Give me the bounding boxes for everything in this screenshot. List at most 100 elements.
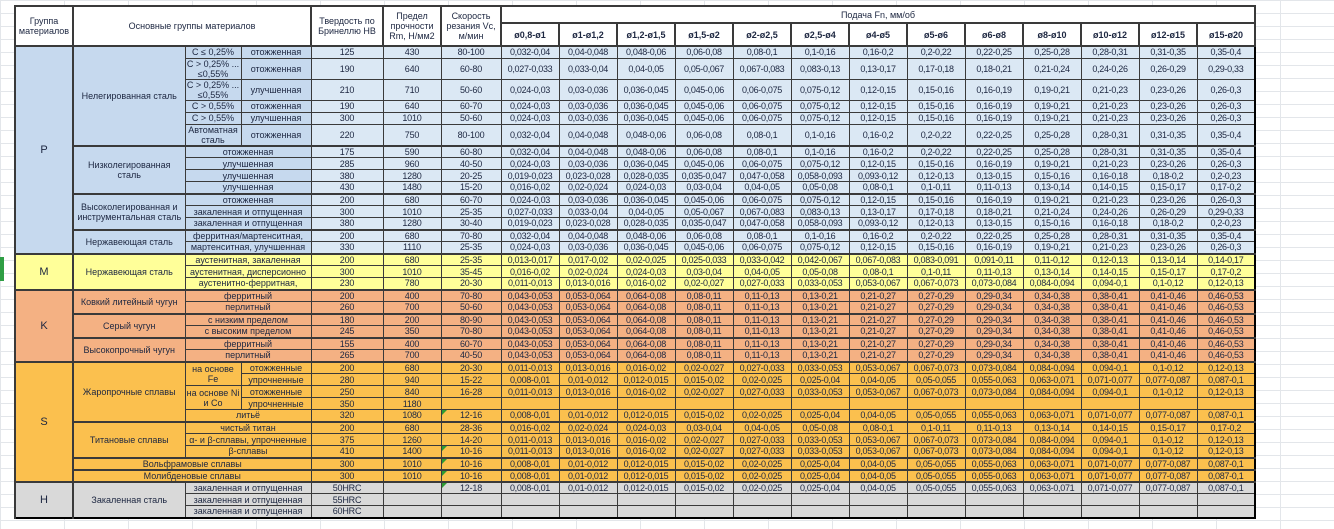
feed-cell[interactable] [964,493,1024,506]
feed-cell[interactable]: 0,043-0,053 [500,349,560,362]
feed-cell[interactable]: 0,03-0,036 [558,241,618,254]
feed-cell[interactable] [1080,505,1140,518]
strength-cell[interactable]: 1400 [382,445,442,458]
feed-cell[interactable]: 0,04-0,048 [558,228,618,242]
feed-cell[interactable]: 0,12-0,15 [848,111,908,125]
feed-cell[interactable]: 0,075-0,12 [790,241,850,254]
feed-cell[interactable] [558,493,618,506]
speed-cell[interactable]: 25-35 [440,205,502,218]
feed-cell[interactable]: 0,033-0,053 [790,385,850,398]
feed-cell[interactable]: 0,025-0,033 [674,252,734,266]
feed-cell[interactable]: 0,03-0,036 [558,157,618,170]
feed-cell[interactable]: 0,012-0,015 [616,456,676,470]
feed-cell[interactable]: 0,1-0,11 [906,181,966,194]
feed-cell[interactable]: 0,19-0,21 [1022,99,1082,113]
speed-cell[interactable]: 80-100 [440,123,502,146]
feed-cell[interactable]: 0,23-0,26 [1138,192,1198,206]
speed-cell[interactable] [440,505,502,518]
feed-cell[interactable]: 0,06-0,08 [674,45,734,59]
material-label-cell[interactable]: с низким пределом [184,312,312,326]
material-label-cell[interactable]: ферритная/мартенситная, [184,228,312,242]
feed-cell[interactable]: 0,22-0,25 [964,144,1024,158]
feed-cell[interactable]: 0,12-0,13 [1196,277,1256,290]
hardness-cell[interactable]: 350 [310,397,384,410]
feed-cell[interactable]: 0,16-0,19 [964,99,1024,113]
feed-cell[interactable]: 0,035-0,047 [674,217,734,230]
material-label-cell[interactable]: мартенситная, улучшенная [184,241,312,254]
feed-cell[interactable]: 0,094-0,1 [1080,445,1140,458]
feed-cell[interactable] [790,397,850,410]
material-label-cell[interactable]: Жаропрочные сплавы [72,360,186,422]
feed-cell[interactable]: 0,094-0,1 [1080,277,1140,290]
feed-cell[interactable]: 0,21-0,27 [848,301,908,314]
strength-cell[interactable]: 680 [382,360,442,374]
material-label-cell[interactable]: Вольфрамовые сплавы [72,456,312,470]
strength-cell[interactable]: 710 [382,78,442,101]
feed-cell[interactable]: 0,35-0,4 [1196,228,1256,242]
header-main-groups[interactable]: Основные группы материалов [72,5,312,47]
feed-cell[interactable]: 0,077-0,087 [1138,468,1198,482]
feed-cell[interactable]: 0,13-0,17 [848,205,908,218]
feed-cell[interactable]: 0,35-0,4 [1196,144,1256,158]
feed-cell[interactable]: 0,04-0,05 [616,205,676,218]
feed-cell[interactable]: 0,045-0,06 [674,111,734,125]
feed-cell[interactable]: 0,1-0,11 [906,420,966,434]
feed-cell[interactable]: 0,045-0,06 [674,78,734,101]
feed-cell[interactable]: 0,083-0,13 [790,205,850,218]
feed-cell[interactable]: 0,033-0,04 [558,57,618,80]
feed-cell[interactable] [1196,505,1256,518]
feed-cell[interactable]: 0,2-0,22 [906,45,966,59]
feed-cell[interactable]: 0,21-0,24 [1022,57,1082,80]
material-label-cell[interactable]: улучшенная [184,169,312,182]
feed-cell[interactable]: 0,027-0,033 [732,433,792,446]
header-diameter[interactable]: ø15-ø20 [1196,22,1256,47]
material-label-cell[interactable]: Молибденовые сплавы [72,468,312,482]
feed-cell[interactable]: 0,024-0,03 [500,78,560,101]
feed-cell[interactable]: 0,071-0,077 [1080,373,1140,386]
feed-cell[interactable]: 0,04-0,05 [848,373,908,386]
feed-cell[interactable]: 0,04-0,048 [558,45,618,59]
feed-cell[interactable]: 0,03-0,04 [674,181,734,194]
feed-cell[interactable]: 0,084-0,094 [1022,360,1082,374]
strength-cell[interactable]: 350 [382,325,442,338]
feed-cell[interactable]: 0,036-0,045 [616,241,676,254]
header-diameter[interactable]: ø8-ø10 [1022,22,1082,47]
feed-cell[interactable]: 0,027-0,033 [732,360,792,374]
feed-cell[interactable]: 0,01-0,012 [558,480,618,494]
feed-cell[interactable]: 0,04-0,05 [732,420,792,434]
speed-cell[interactable]: 28-36 [440,420,502,434]
feed-cell[interactable]: 0,016-0,02 [616,385,676,398]
feed-cell[interactable]: 0,27-0,29 [906,336,966,350]
material-label-cell[interactable]: C > 0,25% ... ≤0,55% [184,78,242,101]
speed-cell[interactable]: 70-80 [440,288,502,302]
speed-cell[interactable]: 60-70 [440,192,502,206]
selected-row-marker[interactable] [0,257,4,281]
feed-cell[interactable]: 0,27-0,29 [906,301,966,314]
strength-cell[interactable]: 590 [382,144,442,158]
feed-cell[interactable] [1022,397,1082,410]
feed-cell[interactable]: 0,058-0,093 [790,169,850,182]
material-label-cell[interactable]: закаленная и отпущенная [184,505,312,518]
hardness-cell[interactable]: 245 [310,325,384,338]
feed-cell[interactable]: 0,094-0,1 [1080,433,1140,446]
feed-cell[interactable]: 0,027-0,033 [732,277,792,290]
material-label-cell[interactable]: C ≤ 0,25% [184,45,242,59]
feed-cell[interactable]: 0,46-0,53 [1196,312,1256,326]
feed-cell[interactable]: 0,091-0,11 [964,252,1024,266]
feed-cell[interactable]: 0,29-0,34 [964,288,1024,302]
feed-cell[interactable]: 0,024-0,03 [500,111,560,125]
feed-cell[interactable]: 0,08-0,1 [732,123,792,146]
material-label-cell[interactable]: C > 0,55% [184,111,242,125]
feed-cell[interactable]: 0,063-0,071 [1022,373,1082,386]
material-label-cell[interactable]: аустенитная, закаленная [184,252,312,266]
feed-cell[interactable]: 0,22-0,25 [964,228,1024,242]
header-diameter[interactable]: ø5-ø6 [906,22,966,47]
feed-cell[interactable]: 0,13-0,14 [1022,181,1082,194]
feed-cell[interactable]: 0,27-0,29 [906,288,966,302]
hardness-cell[interactable]: 55HRC [310,493,384,506]
feed-cell[interactable]: 0,019-0,023 [500,169,560,182]
feed-cell[interactable]: 0,15-0,16 [1022,169,1082,182]
feed-cell[interactable]: 0,21-0,23 [1080,241,1140,254]
feed-cell[interactable]: 0,04-0,05 [732,265,792,278]
feed-cell[interactable]: 0,34-0,38 [1022,325,1082,338]
